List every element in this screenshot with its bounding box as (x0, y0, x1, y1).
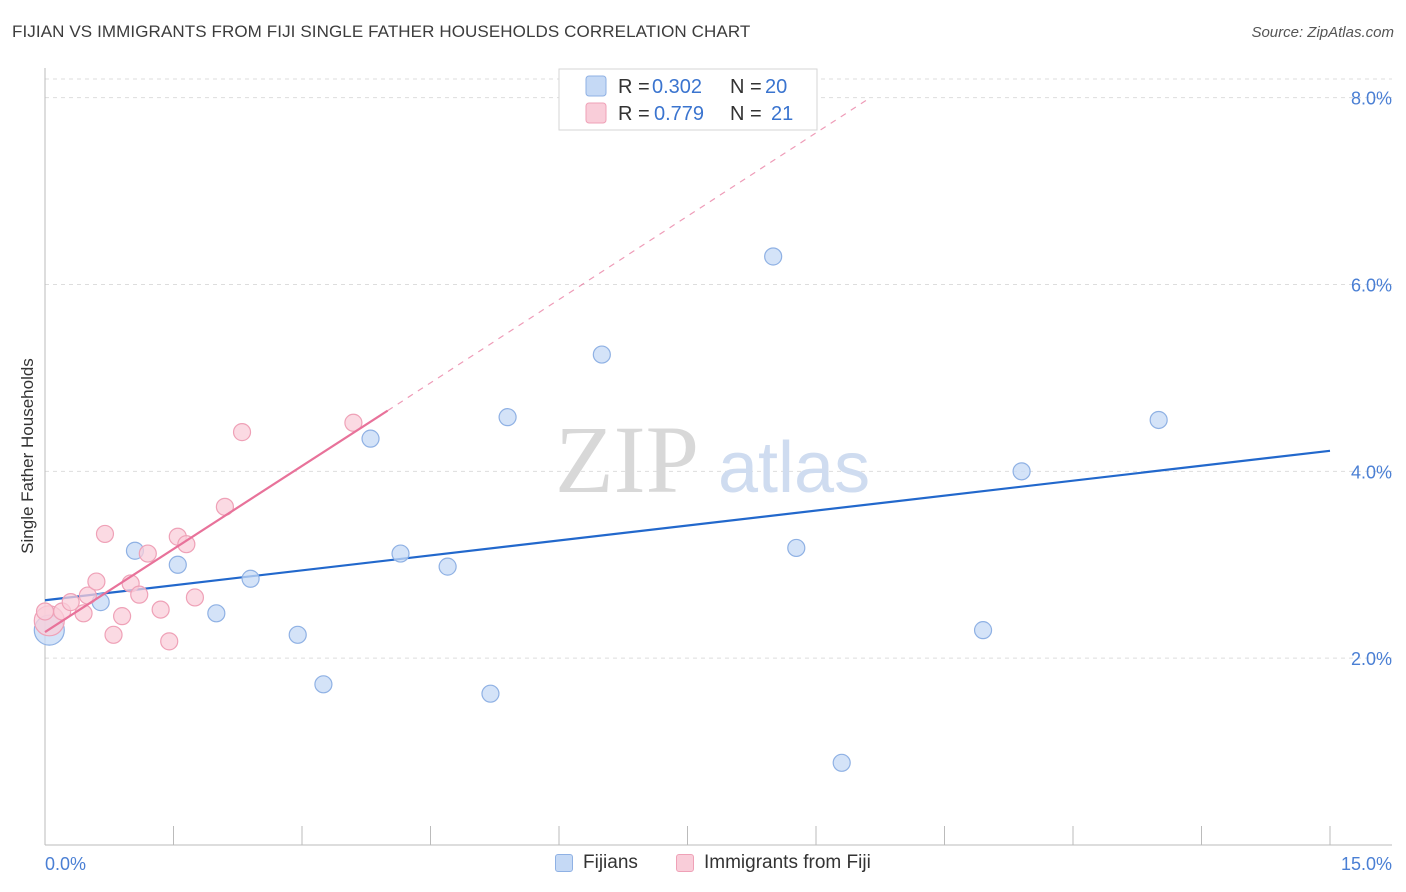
legend-n-value-1: 20 (765, 76, 787, 98)
legend-n-value-2: 21 (771, 103, 793, 125)
data-point-fijians (832, 753, 851, 772)
legend-n-label-1: N = (730, 76, 762, 98)
bottom-legend-swatch-immigrants (676, 854, 694, 872)
chart-title: FIJIAN VS IMMIGRANTS FROM FIJI SINGLE FA… (12, 22, 751, 41)
axes (44, 68, 1392, 846)
bottom-legend: Fijians Immigrants from Fiji (0, 852, 1406, 878)
x-tick-label: 0.0% (45, 854, 86, 874)
legend-n-label-2: N = (730, 103, 762, 125)
data-point-fijians (288, 625, 307, 644)
data-point-immigrants (61, 593, 80, 612)
legend-r-label-2: R = (618, 103, 650, 125)
bottom-legend-label-immigrants: Immigrants from Fiji (704, 852, 871, 873)
data-point-fijians (481, 684, 500, 703)
y-tick-label: 2.0% (1351, 649, 1392, 669)
legend-swatch-fijians (585, 75, 607, 97)
tick-labels: 2.0% 4.0% 6.0% 8.0% 0.0% 15.0% (45, 89, 1392, 874)
data-point-fijians (498, 408, 517, 427)
data-point-immigrants (177, 535, 196, 554)
data-point-fijians (207, 604, 226, 623)
legend-r-value-2: 0.779 (654, 103, 704, 125)
data-point-fijians (438, 557, 457, 576)
data-point-fijians (391, 544, 410, 563)
data-point-fijians (973, 621, 993, 640)
data-point-fijians (314, 675, 333, 694)
watermark-atlas: atlas (718, 428, 870, 508)
watermark-zip: ZIP (555, 406, 699, 513)
legend-swatch-immigrants (585, 102, 607, 124)
legend-r-label-1: R = (618, 76, 650, 98)
bottom-legend-swatch-fijians (555, 854, 573, 872)
legend: R = 0.302 N = 20 R = 0.779 N = 21 (558, 68, 818, 131)
data-point-fijians (764, 247, 783, 266)
data-point-immigrants (35, 602, 55, 621)
data-point-fijians (787, 538, 806, 558)
bottom-legend-item-immigrants: Immigrants from Fiji (676, 852, 871, 874)
bottom-legend-label-fijians: Fijians (583, 852, 638, 873)
data-point-fijians (1149, 410, 1168, 430)
data-point-fijians (592, 345, 611, 364)
data-point-immigrants (130, 585, 149, 604)
data-points (33, 247, 1168, 772)
bottom-legend-item-fijians: Fijians (555, 852, 638, 874)
y-tick-label: 8.0% (1351, 89, 1392, 109)
trend-line-fijians (44, 449, 1331, 602)
trend-line-immigrants-extension (387, 99, 868, 412)
data-point-immigrants (87, 572, 106, 591)
trend-line-immigrants (44, 409, 389, 633)
trend-lines (44, 99, 1331, 602)
data-point-immigrants (104, 625, 123, 644)
legend-r-value-1: 0.302 (652, 76, 702, 98)
data-point-immigrants (185, 588, 205, 607)
y-tick-label: 4.0% (1351, 462, 1392, 482)
data-point-immigrants (151, 600, 170, 619)
data-point-immigrants (160, 632, 179, 651)
data-point-immigrants (344, 413, 363, 432)
y-tick-label: 6.0% (1351, 276, 1392, 296)
source-label: Source: ZipAtlas.com (1251, 24, 1394, 41)
data-point-fijians (1012, 462, 1031, 481)
data-point-immigrants (95, 524, 115, 544)
data-point-fijians (168, 555, 187, 574)
data-point-fijians (361, 429, 380, 448)
data-point-fijians (241, 569, 260, 588)
data-point-immigrants (232, 423, 252, 442)
x-tick-label: 15.0% (1341, 854, 1392, 874)
data-point-immigrants (138, 544, 157, 563)
data-point-immigrants (112, 607, 132, 626)
